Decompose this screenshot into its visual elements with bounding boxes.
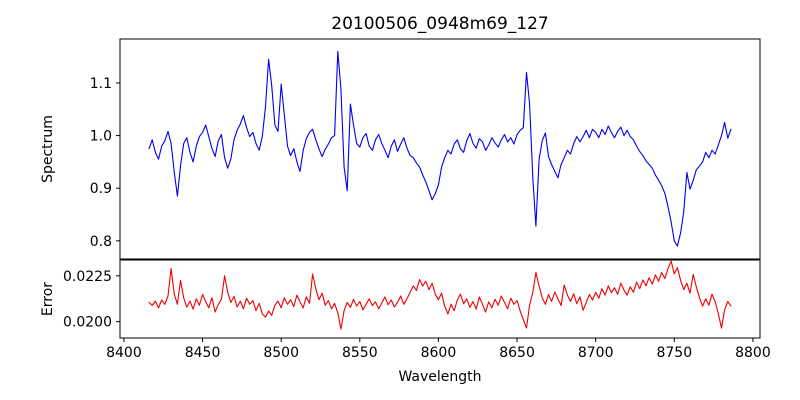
x-tick-label: 8400 (106, 345, 142, 361)
subplot-error: 0.0200 0.0225 8400 8450 8500 8550 8600 8650 8700… (63, 259, 771, 361)
x-tick-label: 8800 (735, 345, 771, 361)
y-tick-label-spectrum: 1.0 (90, 129, 112, 145)
y-tick-label-error: 0.0225 (63, 269, 112, 285)
x-tick-label: 8700 (578, 345, 614, 361)
x-tick-label: 8650 (499, 345, 535, 361)
error-line (148, 260, 732, 330)
spectrum-line (148, 50, 732, 247)
x-tick-label: 8750 (656, 345, 692, 361)
y-tick-label-spectrum: 0.9 (90, 181, 112, 197)
y-tick-label-spectrum: 1.1 (90, 76, 112, 92)
x-tick-label: 8550 (342, 345, 378, 361)
y-tick-label-error: 0.0200 (63, 315, 112, 331)
plot-title: 20100506_0948m69_127 (331, 14, 548, 34)
x-tick-label: 8450 (185, 345, 221, 361)
y-tick-label-spectrum: 0.8 (90, 234, 112, 250)
y-axis-label-error: Error (40, 282, 56, 316)
x-tick-label: 8600 (421, 345, 457, 361)
axes-frame-error (119, 259, 761, 339)
x-tick-label: 8500 (263, 345, 299, 361)
axes-frame-spectrum (119, 38, 761, 260)
y-axis-label-spectrum: Spectrum (40, 115, 56, 183)
x-axis-label: Wavelength (398, 369, 481, 385)
subplot-spectrum: 0.8 0.9 1.0 1.1 (90, 38, 761, 260)
